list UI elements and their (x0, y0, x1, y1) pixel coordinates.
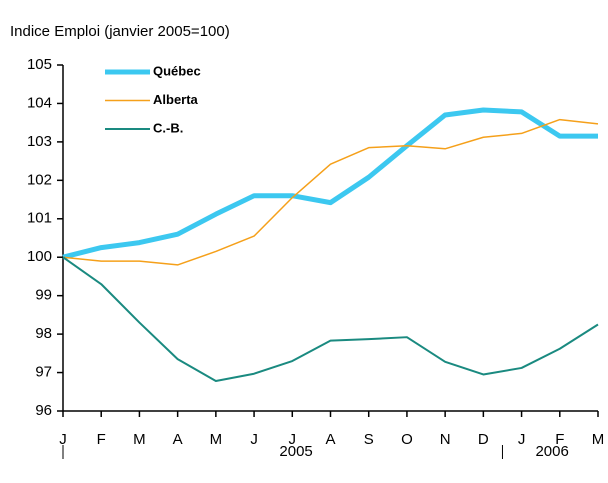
year-label: 2006 (535, 443, 568, 460)
legend-label: Québec (153, 63, 201, 78)
y-tick-label: 102 (27, 171, 52, 188)
x-tick-label: F (97, 431, 106, 448)
x-tick-label: A (173, 431, 183, 448)
x-tick-label: O (401, 431, 413, 448)
year-label: 2005 (279, 443, 312, 460)
x-tick-label: F (555, 431, 564, 448)
y-tick-label: 99 (35, 287, 52, 304)
y-tick-label: 100 (27, 248, 52, 265)
x-tick-label: M (133, 431, 146, 448)
y-tick-label: 98 (35, 325, 52, 342)
x-tick-label: J (289, 431, 297, 448)
chart-title: Indice Emploi (janvier 2005=100) (10, 23, 230, 40)
x-tick-label: S (364, 431, 374, 448)
y-tick-label: 103 (27, 133, 52, 150)
x-tick-label: M (592, 431, 605, 448)
legend-label: C.-B. (153, 120, 183, 135)
legend-label: Alberta (153, 92, 199, 107)
series-line (62, 107, 598, 260)
y-tick-label: 97 (35, 364, 52, 381)
series-line (62, 118, 599, 266)
x-tick-label: J (518, 431, 526, 448)
y-tick-label: 101 (27, 210, 52, 227)
y-tick-label: 104 (27, 94, 52, 111)
x-tick-label: A (325, 431, 335, 448)
x-tick-label: J (250, 431, 258, 448)
x-tick-label: M (210, 431, 223, 448)
y-tick-label: 105 (27, 56, 52, 73)
series-line (62, 256, 599, 383)
x-tick-label: D (478, 431, 489, 448)
x-tick-label: N (440, 431, 451, 448)
x-tick-label: J (59, 431, 67, 448)
y-tick-label: 96 (35, 402, 52, 419)
